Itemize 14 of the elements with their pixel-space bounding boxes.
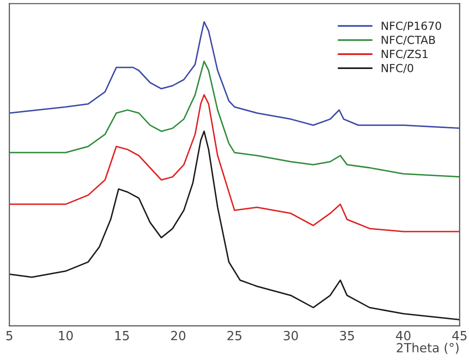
x-tick-label: 20: [171, 330, 186, 340]
x-tick-label: 10: [59, 330, 73, 340]
x-tick-label: 40: [396, 330, 410, 340]
legend-label: NFC/ZS1: [382, 50, 428, 60]
x-tick-label: 30: [284, 330, 298, 340]
legend-label: NFC/P1670: [382, 22, 442, 31]
x-tick-label: 5: [6, 331, 12, 340]
legend-label: NFC/CTAB: [382, 36, 435, 45]
x-tick-label: 25: [227, 330, 242, 340]
x-axis-title: 2Theta (°): [396, 342, 459, 354]
legend-label: NFC/0: [382, 64, 414, 74]
x-tick-label: 45: [452, 331, 466, 340]
x-tick-label: 15: [115, 331, 129, 340]
x-tick-label: 35: [340, 330, 354, 340]
